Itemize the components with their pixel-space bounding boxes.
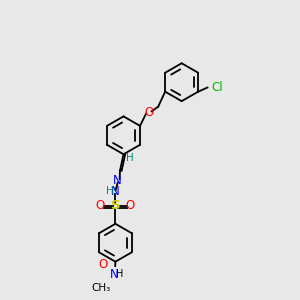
Text: Cl: Cl (211, 81, 223, 94)
Text: N: N (111, 185, 120, 198)
Text: H: H (106, 186, 113, 196)
Text: S: S (111, 199, 120, 212)
Text: O: O (144, 106, 154, 119)
Text: O: O (98, 258, 108, 271)
Text: N: N (113, 174, 122, 187)
Text: H: H (126, 153, 134, 163)
Text: H: H (116, 269, 124, 279)
Text: N: N (110, 268, 119, 281)
Text: O: O (126, 199, 135, 212)
Text: CH₃: CH₃ (91, 283, 110, 293)
Text: O: O (96, 199, 105, 212)
